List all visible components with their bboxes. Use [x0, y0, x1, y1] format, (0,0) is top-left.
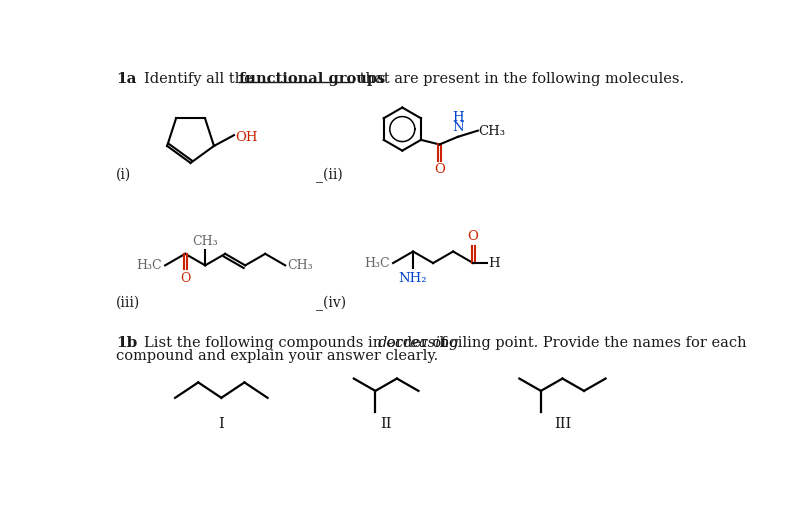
- Text: CH₃: CH₃: [478, 125, 506, 138]
- Text: I: I: [218, 417, 224, 431]
- Text: CH₃: CH₃: [287, 259, 313, 272]
- Text: _(ii): _(ii): [316, 168, 343, 183]
- Text: N: N: [452, 121, 464, 134]
- Text: NH₂: NH₂: [398, 271, 427, 285]
- Text: O: O: [180, 272, 190, 285]
- Text: OH: OH: [234, 131, 258, 144]
- Text: (iii): (iii): [116, 296, 140, 310]
- Text: H: H: [489, 257, 500, 270]
- Text: compound and explain your answer clearly.: compound and explain your answer clearly…: [116, 350, 438, 363]
- Text: H₃C: H₃C: [364, 257, 390, 270]
- Text: H: H: [452, 111, 464, 125]
- Text: 1a: 1a: [116, 72, 136, 86]
- Text: boiling point. Provide the names for each: boiling point. Provide the names for eac…: [434, 336, 746, 350]
- Text: 1b: 1b: [116, 336, 137, 350]
- Text: that are present in the following molecules.: that are present in the following molecu…: [354, 72, 684, 86]
- Text: CH₃: CH₃: [192, 236, 218, 248]
- Text: O: O: [434, 163, 445, 176]
- Text: II: II: [380, 417, 392, 431]
- Text: III: III: [554, 417, 571, 431]
- Text: _(iv): _(iv): [316, 296, 346, 311]
- Text: decreasing: decreasing: [378, 336, 459, 350]
- Text: Identify all the: Identify all the: [144, 72, 258, 86]
- Text: H₃C: H₃C: [136, 259, 162, 272]
- Text: (i): (i): [116, 168, 131, 181]
- Text: List the following compounds in order of: List the following compounds in order of: [144, 336, 451, 350]
- Text: O: O: [468, 230, 478, 243]
- Text: functional groups: functional groups: [239, 72, 386, 86]
